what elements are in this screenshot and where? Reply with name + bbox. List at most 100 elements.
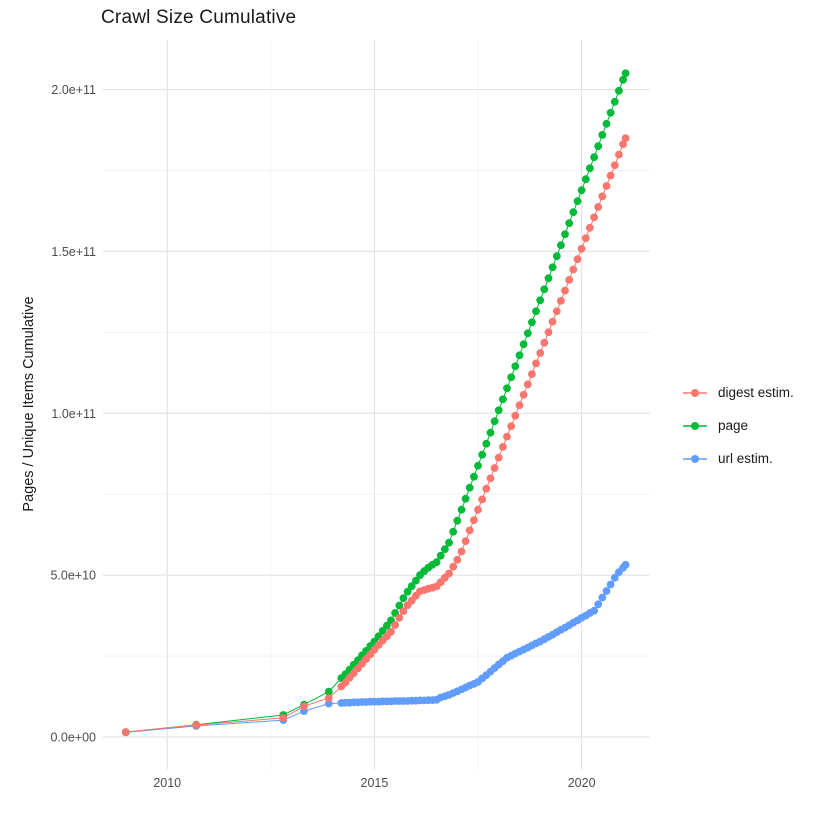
data-point [548, 263, 557, 272]
legend-key-icon [683, 454, 707, 463]
data-point [192, 721, 201, 729]
data-point [606, 580, 615, 589]
y-tick-label: 0.0e+00 [50, 730, 96, 744]
data-point [565, 219, 574, 228]
data-point [507, 422, 516, 431]
data-point [482, 439, 491, 448]
data-point [470, 516, 478, 524]
data-point [590, 153, 598, 162]
data-point [598, 131, 607, 139]
data-point [445, 538, 453, 547]
x-tick-label: 2010 [153, 776, 181, 790]
data-point [540, 285, 549, 294]
data-point [544, 328, 553, 337]
data-point [515, 351, 524, 360]
x-tick-label: 2015 [361, 776, 389, 790]
data-point [590, 213, 598, 222]
data-point [515, 401, 524, 410]
data-point [441, 545, 449, 554]
data-point [499, 443, 507, 451]
data-point [399, 607, 408, 615]
data-point [561, 230, 569, 239]
y-tick-label: 5.0e+10 [50, 569, 96, 583]
data-point [470, 472, 478, 481]
data-point [577, 186, 586, 195]
legend-label: digest estim. [718, 385, 794, 400]
data-point [586, 223, 594, 232]
y-tick-label: 2.0e+11 [51, 83, 96, 97]
data-point [403, 587, 412, 596]
data-point [465, 483, 474, 492]
data-point [532, 359, 540, 368]
data-point [619, 75, 627, 84]
data-point [594, 142, 603, 151]
legend-item-url: url estim. [682, 442, 794, 475]
data-point [528, 370, 536, 378]
data-point [602, 182, 611, 190]
data-point [478, 495, 487, 504]
data-point [478, 450, 487, 459]
data-point [494, 406, 503, 415]
data-point [461, 537, 470, 545]
data-point [536, 296, 545, 305]
data-point [457, 547, 466, 556]
data-point [621, 134, 630, 143]
data-point [523, 329, 532, 338]
legend: digest estim. page url estim. [682, 376, 794, 475]
data-point [511, 362, 520, 371]
data-point [557, 241, 565, 250]
data-point [536, 349, 545, 357]
data-point [387, 627, 395, 636]
data-point [557, 297, 565, 305]
data-point [412, 576, 420, 585]
data-point [528, 318, 536, 327]
data-point [548, 317, 557, 326]
data-point [324, 694, 333, 702]
data-point [474, 461, 482, 470]
legend-key-icon [683, 421, 707, 430]
data-point [407, 582, 416, 590]
data-point [395, 601, 404, 610]
data-point [436, 551, 445, 560]
data-point [594, 600, 603, 609]
data-point [581, 234, 590, 243]
data-point [499, 395, 507, 404]
data-point [561, 286, 569, 295]
data-point [602, 119, 611, 128]
data-point [378, 626, 387, 635]
data-point [511, 411, 520, 420]
data-point [598, 593, 607, 602]
data-point [569, 208, 578, 217]
data-point [615, 150, 623, 159]
data-point [395, 613, 404, 622]
data-point [465, 526, 474, 535]
data-point [490, 417, 499, 426]
data-point [121, 728, 130, 736]
data-point [552, 307, 561, 316]
data-point [503, 384, 511, 393]
data-point [610, 161, 619, 170]
data-point [610, 97, 619, 106]
data-point [399, 594, 408, 602]
data-point [300, 702, 308, 711]
data-point [457, 505, 466, 514]
data-point [590, 606, 598, 615]
data-point [486, 474, 495, 483]
data-point [490, 464, 499, 472]
data-point [552, 252, 561, 261]
data-point [523, 380, 532, 389]
data-point [486, 428, 495, 437]
data-point [565, 276, 574, 284]
legend-item-digest: digest estim. [682, 376, 794, 409]
data-point [581, 175, 590, 184]
data-point [569, 265, 578, 274]
data-point [615, 86, 623, 95]
data-point [449, 527, 458, 536]
legend-label: url estim. [718, 451, 773, 466]
data-point [445, 569, 453, 578]
chart-title: Crawl Size Cumulative [101, 7, 297, 28]
data-point [586, 164, 594, 173]
data-point [573, 197, 582, 206]
data-point [432, 558, 441, 567]
data-point [519, 340, 528, 349]
